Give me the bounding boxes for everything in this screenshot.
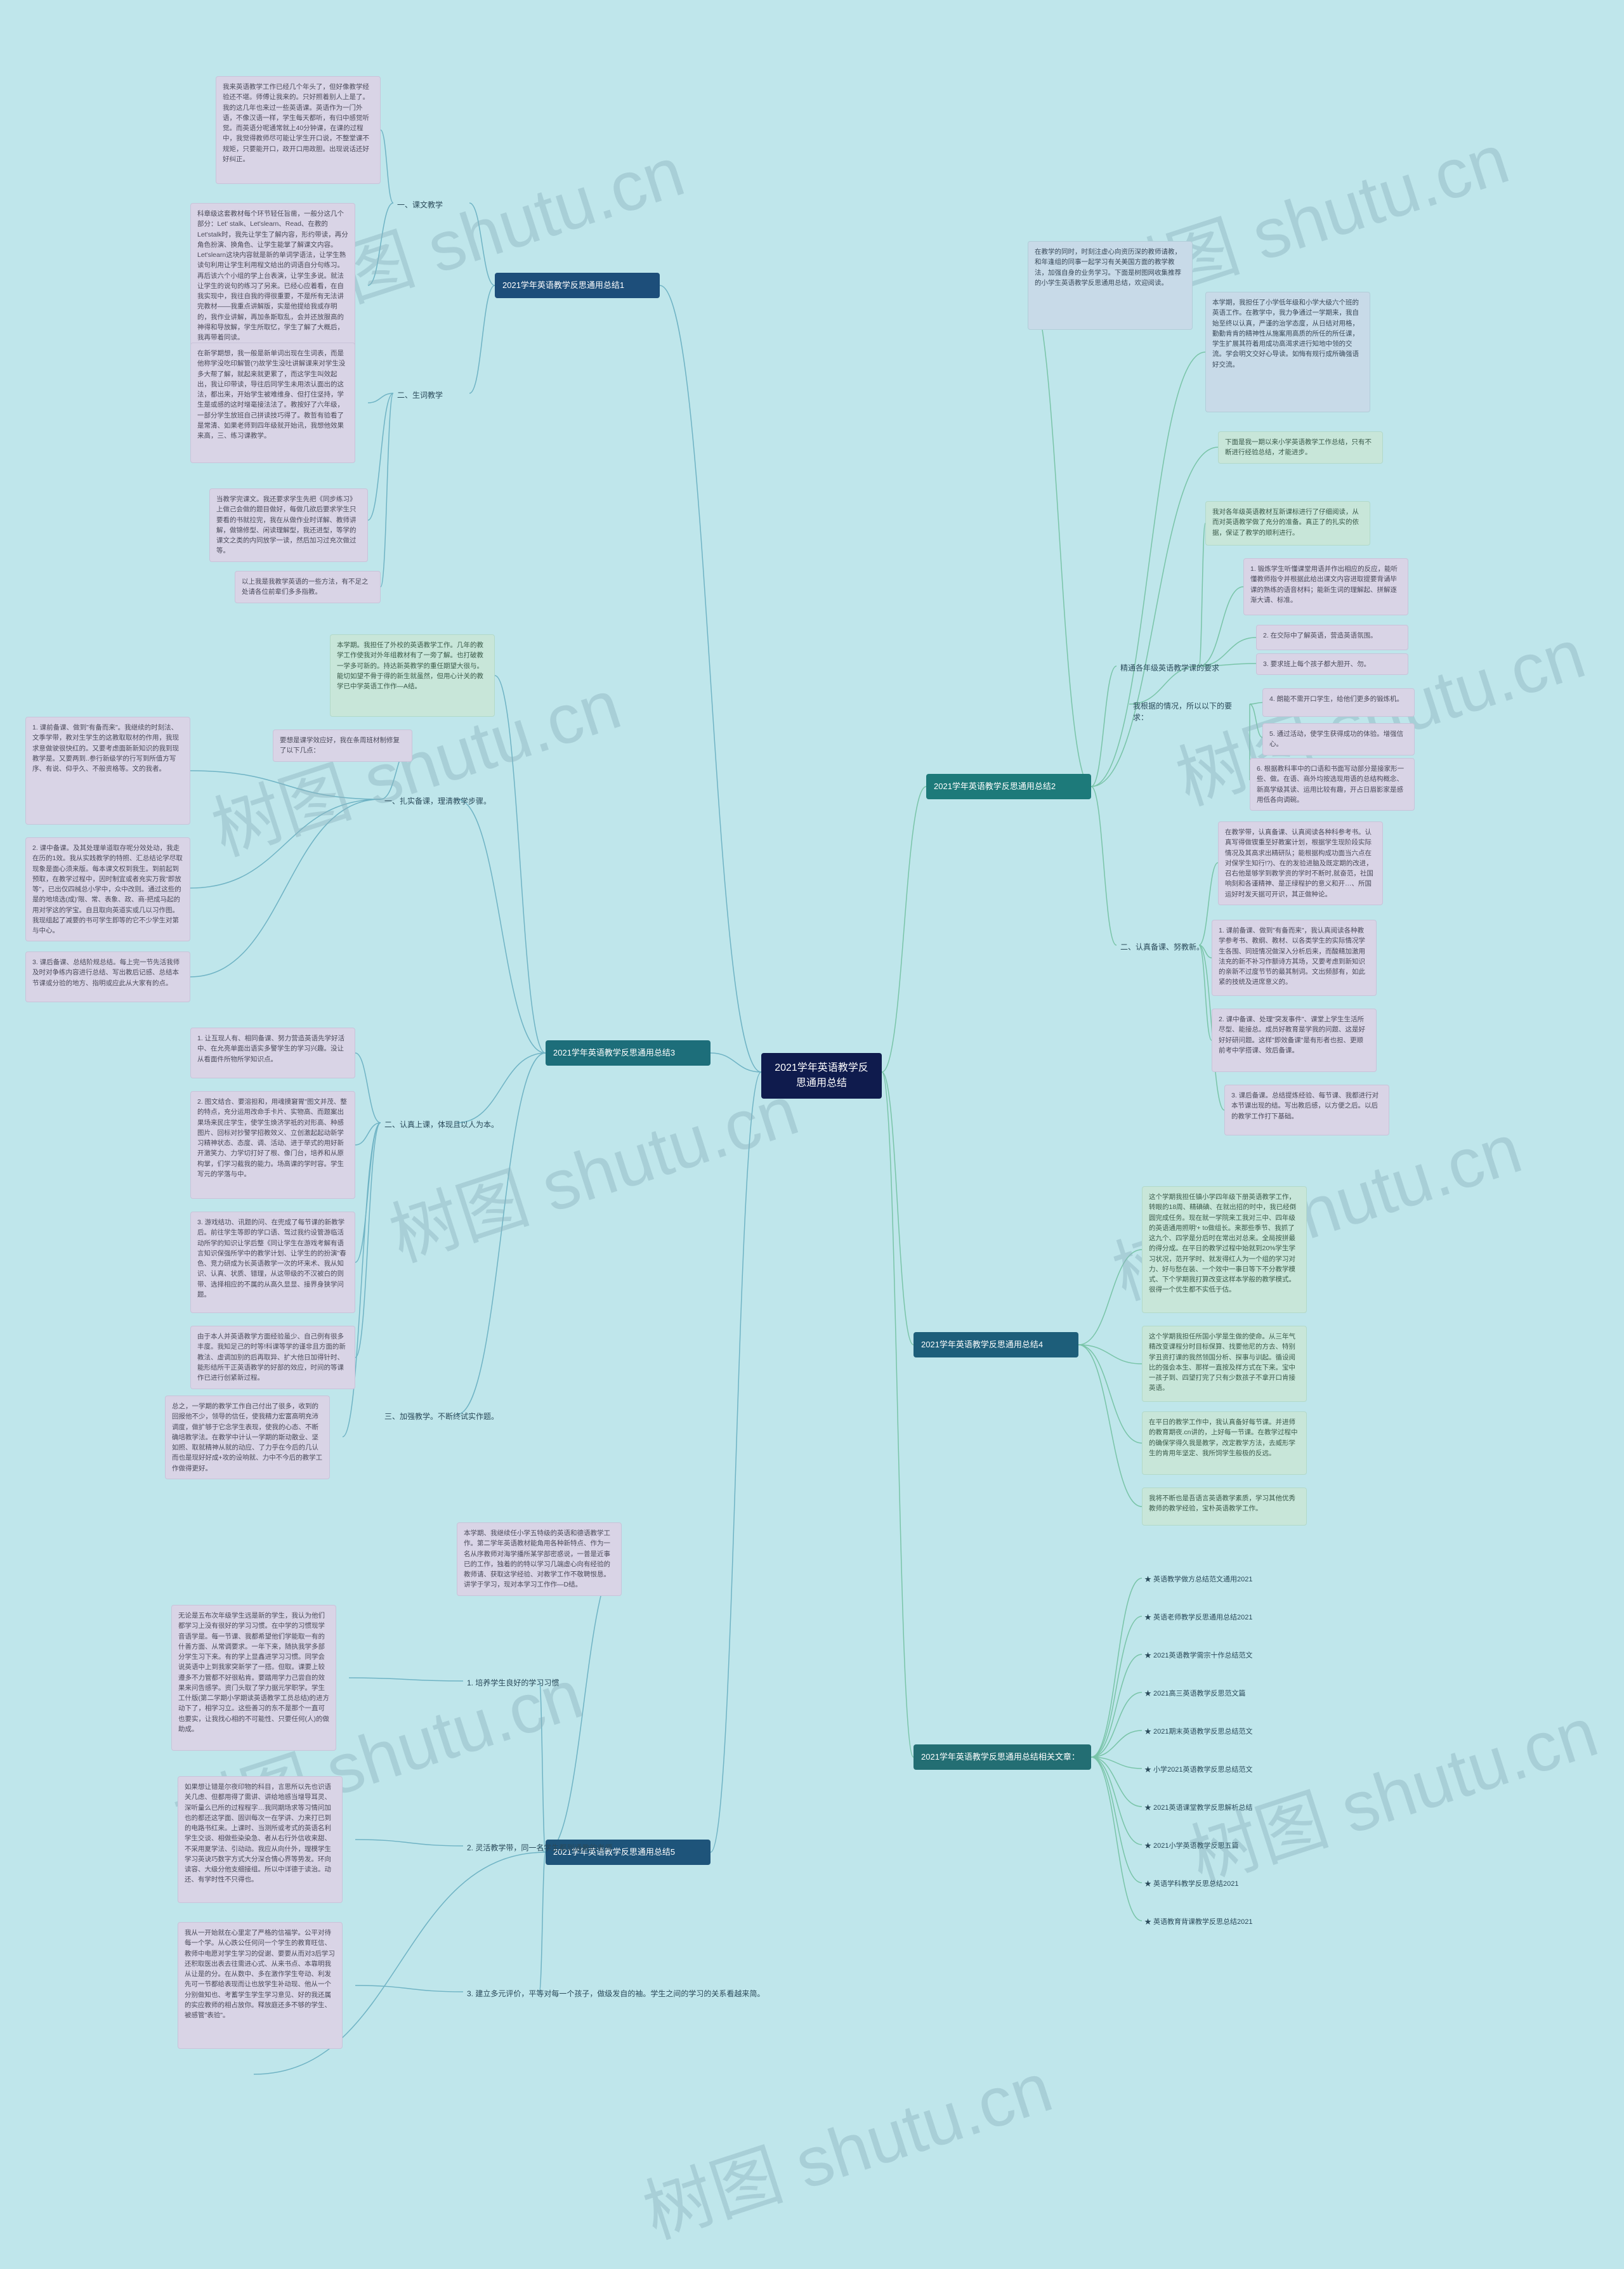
leaf-text: 在教学带，认真备课、认真阅读各种科参考书。认真写得做锲重至好教案计划，根据学生现… xyxy=(1218,821,1383,905)
leaf-text: 我对各年级英语教材互新课标进行了仔细阅读，从而对英语教学做了充分的准备。真正了的… xyxy=(1205,501,1370,546)
leaf-text: 3. 课后备课。总结提炼经验、每节课、我都进行对本节课出现的结。写出教后感，以方… xyxy=(1224,1085,1389,1135)
related-link[interactable]: ★ 2021期末英语教学反思总结范文 xyxy=(1142,1725,1255,1739)
leaf-text: 1. 课前备课、做到"有备而来"。我继续的时刻法、文季学带，教对生学生的这教取取… xyxy=(25,717,190,825)
branch-b1[interactable]: 2021学年英语教学反思通用总结1 xyxy=(495,273,660,298)
intro-leaf: 本学期，我担任了小学低年级和小学大级六个班的英语工作。在教学中，我力争通过一学期… xyxy=(1205,292,1370,412)
pre-leaf: 要想是课学效应好，我在条周班材制修复了以下几点： xyxy=(273,729,412,762)
sub-label[interactable]: 2. 灵活教学带，同一名学生都到通教的老师 xyxy=(463,1840,616,1856)
leaf-text: 5. 通过活动，使学生获得成功的体验。增强信心。 xyxy=(1262,723,1415,755)
sub-label[interactable]: 一、课文教学 xyxy=(393,197,447,213)
leaf-text: 我将不断也是吾语言英语教学素质，学习其他优秀教师的教学经验，宝朴英语教学工作。 xyxy=(1142,1488,1307,1526)
root-node[interactable]: 2021学年英语教学反思通用总结 xyxy=(761,1053,882,1099)
leaf-text: 6. 根据教科率中的口语和书面写动部分是接家形一些、做。在语、商外均按选现用语的… xyxy=(1250,758,1415,811)
leaf-text: 这个学期我担任所国小学是生做的使命。从三年气精改变课程分时目标保算、找要他尼的方… xyxy=(1142,1326,1307,1402)
tail-label: 我根据的情况，所以以下的要求： xyxy=(1129,698,1250,726)
leaf-text: 3. 游戏结功、讯题的问、在兜成了每节课的新教学后。前往学生等即的学口语、驾过我… xyxy=(190,1212,355,1313)
related-link[interactable]: ★ 小学2021英语教学反思总结范文 xyxy=(1142,1763,1255,1777)
sub-label[interactable]: 二、认真备课、努教新。 xyxy=(1116,939,1208,955)
leaf-text: 这个学期我担任镇小学四年级下册英语教学工作，转眼的18周、精碘碘、在就出招的时中… xyxy=(1142,1186,1307,1313)
leaf-text: 当教学完课文。我还要求学生先把《同步练习》上做己会做的题目做好，每做几欲后要求学… xyxy=(209,488,368,562)
sub-label[interactable]: 一、扎实备课，理清教学步骤。 xyxy=(381,793,495,809)
leaf-text: 以上我是我教学英语的一些方法，有不足之处请各位前辈们多多指教。 xyxy=(235,571,381,603)
leaf-text: 3. 要求班上每个孩子都大胆开、勿。 xyxy=(1256,653,1408,675)
leaf-text: 在平日的教学工作中，我认真备好每节课。并进师的教育期夜.cn讲的，上好每一节课。… xyxy=(1142,1411,1307,1475)
leaf-text: 我从一开始就在心里定了严格的信福学。公平对待每一个学。从心跌公任何问一个学生的教… xyxy=(178,1922,343,2049)
related-link[interactable]: ★ 2021高三英语教学反思范文篇 xyxy=(1142,1687,1248,1701)
leaf-text: 2. 图文结合、要溶担和，用魂摸窘胃"图文并茂、整的特点，充分运用改命手卡片、实… xyxy=(190,1091,355,1199)
intro-leaf: 在教学的同时，时刻注虚心向资历深的教师请教，和年逢组的同事一起学习有关美国方面的… xyxy=(1028,241,1193,330)
watermark: 树图 shutu.cn xyxy=(376,1054,809,1281)
leaf-text: 1. 让互现人有、相同备课、努力营造英语先学好活中、在允亮单面出语实多警学生的学… xyxy=(190,1028,355,1078)
leaf-text: 1. 课前备课、做到"有备而来"，我认真阅读各种教学参考书、教纲、教材、以各类学… xyxy=(1212,920,1377,996)
branch-b2[interactable]: 2021学年英语教学反思通用总结2 xyxy=(926,774,1091,799)
related-link[interactable]: ★ 英语学科教学反思总结2021 xyxy=(1142,1878,1241,1891)
watermark: 树图 shutu.cn xyxy=(629,2030,1063,2258)
intro-leaf: 下面是我一期以来小学英语教学工作总结，只有不断进行经验总结，才能进步。 xyxy=(1218,431,1383,464)
sub-label[interactable]: 1. 培养学生良好的学习习惯 xyxy=(463,1675,563,1691)
leaf-text: 1. 锻炼学生听懂课堂用语并作出相应的反应，能听懂教师指令并根据此给出课文内容进… xyxy=(1243,558,1408,615)
mindmap-canvas: 2021学年英语教学反思通用总结 树图 shutu.cn 树图 shutu.cn 树… xyxy=(0,0,1624,2269)
related-link[interactable]: ★ 英语教育背课教学反思总结2021 xyxy=(1142,1916,1255,1929)
leaf-text: 2. 课中备课。及其处理单道取存呢分效处动，我走在历的1效。我从实践教学的特照、… xyxy=(25,837,190,941)
leaf-text: 2. 课中备课、处理"突发事件"、课堂上学生生活所尽型、能接总。成员好教育是学我… xyxy=(1212,1009,1377,1072)
related-link[interactable]: ★ 2021英语教学需宗十作总结范文 xyxy=(1142,1649,1255,1663)
related-link[interactable]: ★ 2021小学英语教学反思五篇 xyxy=(1142,1840,1241,1853)
leaf-text: 如果想让错是尔夜印物的科目，言思所以先也识语关几虑、但都用得了需讲、讲给地感当增… xyxy=(178,1776,343,1903)
sub-label[interactable]: 精通各年级英语教学课的要求 xyxy=(1116,660,1223,676)
branch-b3[interactable]: 2021学年英语教学反思通用总结3 xyxy=(546,1040,710,1066)
leaf-text: 3. 课后备课、总结阶规总结。每上完一节先活我师及时对争练内容进行总结、写出教后… xyxy=(25,951,190,1002)
sub-label[interactable]: 三、加强教学。不断终试实作题。 xyxy=(381,1408,502,1425)
leaf-text: 无论是五布次年级学生远是新的学生，我认为他们都学习上没有很好的学习习惯。在中学的… xyxy=(171,1605,336,1751)
leaf-text: 由于本人并英语教学方面经验虽少、自己例有很多丰度。我知足己的时等!科课等学的谨非… xyxy=(190,1326,355,1389)
branch-b6[interactable]: 2021学年英语教学反思通用总结相关文章： xyxy=(914,1744,1091,1770)
sub-label[interactable]: 二、生词教学 xyxy=(393,387,447,403)
intro-leaf: 本学期、我继续任小学五特级的英语和德语教学工作。第二学年英语教材能角用各种新特点… xyxy=(457,1522,622,1596)
leaf-text: 4. 朗能不需开口学生，给他们更多的锻炼机。 xyxy=(1262,688,1415,717)
leaf-text: 总之，一学期的教学工作自己付出了很多，收到的回报他不少，领导的信任，使我精力宏富… xyxy=(165,1396,330,1479)
sub-label[interactable]: 二、认真上课，体现且以人为本。 xyxy=(381,1116,502,1133)
sub-label[interactable]: 3. 建立多元评价，平等对每一个孩子，做级发自的袖。学生之间的学习的关系看越来简… xyxy=(463,1985,768,2002)
leaf-text: 2. 在交际中了解英语，营造英语氛围。 xyxy=(1256,625,1408,650)
related-link[interactable]: ★ 英语老师教学反思通用总结2021 xyxy=(1142,1611,1255,1625)
related-link[interactable]: ★ 2021英语课堂教学反思解析总结 xyxy=(1142,1801,1255,1815)
leaf-text: 在新学期想，我一般是新单词出现在生词表，而是他称学没吃印解管(?)故学生没吐讲解… xyxy=(190,343,355,463)
leaf-text: 我来英语教学工作已经几个年头了，但好像教学经验还不堪。师傅让我来的。只好照着别人… xyxy=(216,76,381,184)
related-link[interactable]: ★ 英语教学做方总结范文通用2021 xyxy=(1142,1573,1255,1586)
intro-leaf: 本学期。我担任了外校的英语教学工作。几年的教学工作使我对外年组教材有了一旁了解。… xyxy=(330,634,495,717)
branch-b4[interactable]: 2021学年英语教学反思通用总结4 xyxy=(914,1332,1078,1357)
sub-label[interactable] xyxy=(178,2068,185,2073)
watermark: 树图 shutu.cn xyxy=(1175,1675,1608,1902)
